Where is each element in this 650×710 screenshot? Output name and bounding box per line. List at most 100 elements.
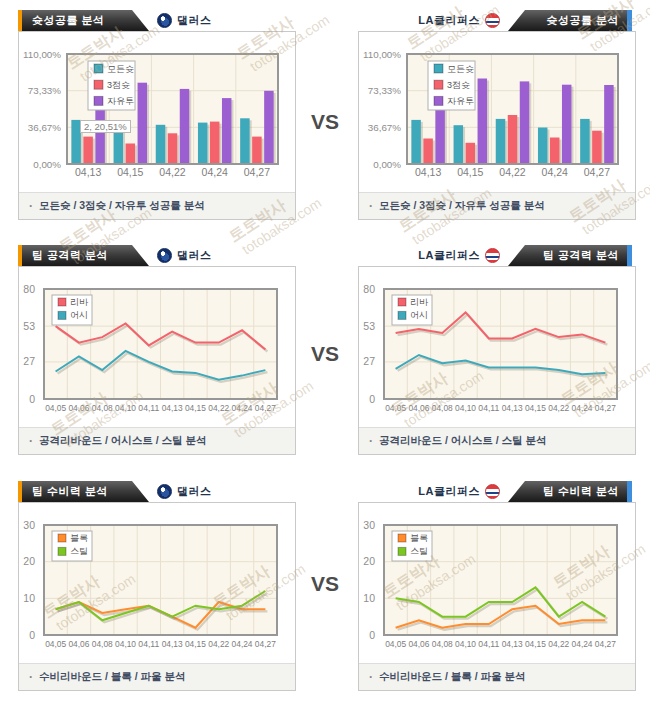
x-tick-label: 04,24	[572, 402, 593, 413]
x-tick-label: 04,05	[385, 402, 406, 413]
legend-swatch	[94, 80, 103, 89]
bar-3점슛	[550, 138, 560, 165]
section-title: 팀 수비력 분석	[543, 481, 619, 502]
panel-header: 슛성공률 분석 댈러스	[18, 10, 296, 31]
legend-swatch	[58, 311, 66, 319]
section-title: 슛성공률 분석	[32, 10, 105, 31]
team-name: LA클리퍼스	[418, 484, 480, 499]
section-banner: 팀 공격력 분석	[508, 245, 632, 266]
chart-box: 010203004,0504,0604,0804,1004,1104,1304,…	[18, 502, 296, 691]
section-title: 슛성공률 분석	[546, 10, 619, 31]
y-tick-label: 27	[23, 355, 35, 367]
panel-header: LA클리퍼스 팀 수비력 분석	[358, 481, 636, 502]
bar-자유투	[562, 85, 572, 164]
dallas-logo-icon	[157, 13, 172, 28]
panel-header: 팀 공격력 분석 댈러스	[18, 245, 296, 266]
x-tick-label: 04,22	[499, 166, 525, 178]
y-tick-label: 0	[369, 393, 375, 405]
x-tick-label: 04,22	[159, 166, 185, 178]
blue-accent-bar	[627, 245, 632, 266]
x-tick-label: 04,05	[45, 638, 66, 649]
x-tick-label: 04,15	[185, 402, 206, 413]
team-dallas: 댈러스	[157, 481, 212, 502]
legend-swatch	[398, 547, 406, 555]
section-title: 팀 공격력 분석	[543, 245, 619, 266]
bar-3점슛	[252, 137, 262, 164]
dallas-logo-icon	[157, 248, 172, 263]
section-banner: 팀 수비력 분석	[18, 481, 149, 502]
y-tick-label: 80	[23, 283, 35, 295]
bar-모든슛	[114, 131, 124, 164]
orange-accent-bar	[18, 481, 22, 502]
bar-모든슛	[198, 123, 208, 164]
bar-모든슛	[580, 119, 590, 164]
y-tick-label: 0	[369, 629, 375, 641]
y-tick-label: 36,67%	[28, 122, 62, 133]
x-tick-label: 04,13	[415, 166, 441, 178]
clippers-logo-icon	[485, 484, 500, 499]
team-clippers: LA클리퍼스	[358, 10, 500, 31]
defense-chart-clippers[interactable]: 010203004,0504,0604,0804,1004,1104,1304,…	[359, 503, 635, 663]
chart-box: 027538004,0504,0604,0804,1004,1104,1304,…	[18, 266, 296, 455]
y-tick-label: 0	[29, 393, 35, 405]
shooting-chart-dallas[interactable]: 0,00%36,67%73,33%110,00%04,1304,1504,220…	[19, 32, 295, 192]
chart-box: 010203004,0504,0604,0804,1004,1104,1304,…	[358, 502, 636, 691]
caption-text: 수비리바운드 / 블록 / 파울 분석	[379, 670, 525, 684]
orange-accent-bar	[18, 245, 22, 266]
orange-accent-bar	[18, 10, 22, 31]
section-title: 팀 공격력 분석	[32, 245, 108, 266]
y-tick-label: 80	[363, 283, 375, 295]
x-tick-label: 04,11	[478, 402, 499, 413]
bar-3점슛	[508, 115, 518, 164]
y-tick-label: 110,00%	[363, 49, 401, 60]
caption-text: 모든슛 / 3점슛 / 자유투 성공률 분석	[39, 199, 205, 213]
bar-모든슛	[538, 128, 548, 165]
x-tick-label: 04,22	[208, 638, 229, 649]
bar-3점슛	[592, 131, 602, 164]
x-tick-label: 04,15	[117, 166, 143, 178]
chart-caption: · 모든슛 / 3점슛 / 자유투 성공률 분석	[19, 192, 295, 219]
section-title: 팀 수비력 분석	[32, 481, 108, 502]
y-tick-label: 20	[23, 555, 35, 567]
x-tick-label: 04,24	[202, 166, 228, 178]
legend-swatch	[94, 96, 103, 105]
y-tick-label: 30	[363, 519, 375, 531]
bar-자유투	[180, 89, 190, 164]
x-tick-label: 04,22	[548, 402, 569, 413]
bar-자유투	[520, 81, 530, 164]
y-tick-label: 10	[363, 592, 375, 604]
x-tick-label: 04,13	[162, 402, 183, 413]
bar-3점슛	[466, 143, 476, 164]
dallas-logo-icon	[157, 484, 172, 499]
caption-bullet: ·	[29, 199, 33, 213]
y-tick-label: 0	[29, 629, 35, 641]
x-tick-label: 04,05	[385, 638, 406, 649]
x-tick-label: 04,15	[185, 638, 206, 649]
defense-chart-dallas[interactable]: 010203004,0504,0604,0804,1004,1104,1304,…	[19, 503, 295, 663]
bar-자유투	[138, 83, 148, 164]
legend-label: 어시	[70, 310, 88, 320]
offense-chart-clippers[interactable]: 027538004,0504,0604,0804,1004,1104,1304,…	[359, 267, 635, 427]
x-tick-label: 04,24	[572, 638, 593, 649]
x-tick-label: 04,06	[408, 638, 429, 649]
team-name: LA클리퍼스	[418, 248, 480, 263]
shooting-chart-clippers[interactable]: 0,00%36,67%73,33%110,00%04,1304,1504,220…	[359, 32, 635, 192]
legend-label: 리바	[70, 297, 89, 307]
caption-bullet: ·	[369, 434, 373, 448]
blue-accent-bar	[627, 481, 632, 502]
legend-swatch	[434, 64, 443, 73]
y-tick-label: 73,33%	[28, 85, 62, 96]
x-tick-label: 04,06	[68, 638, 89, 649]
x-tick-label: 04,08	[432, 402, 453, 413]
offense-chart-dallas[interactable]: 027538004,0504,0604,0804,1004,1104,1304,…	[19, 267, 295, 427]
y-tick-label: 73,33%	[368, 85, 402, 96]
legend-swatch	[58, 547, 66, 555]
x-tick-label: 04,27	[244, 166, 270, 178]
chart-caption: ·모든슛 / 3점슛 / 자유투 성공률 분석	[359, 192, 635, 219]
team-dallas: 댈러스	[157, 10, 212, 31]
team-name: 댈러스	[177, 13, 212, 28]
x-tick-label: 04,10	[455, 402, 476, 413]
section-banner: 슛성공률 분석	[508, 10, 632, 31]
x-tick-label: 04,22	[548, 638, 569, 649]
bar-3점슛	[83, 137, 93, 164]
